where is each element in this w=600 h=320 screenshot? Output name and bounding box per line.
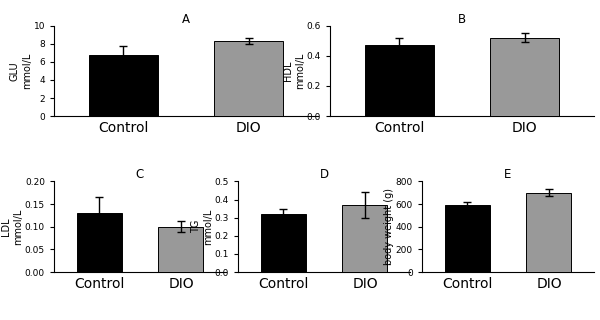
- Title: E: E: [505, 168, 512, 181]
- Bar: [77, 213, 122, 272]
- Title: C: C: [136, 168, 144, 181]
- Title: D: D: [319, 168, 329, 181]
- Bar: [260, 214, 305, 272]
- Y-axis label: HDL
mmol/L: HDL mmol/L: [283, 53, 305, 89]
- Bar: [343, 205, 388, 272]
- Title: B: B: [458, 12, 466, 26]
- Y-axis label: GLU
mmol/L: GLU mmol/L: [10, 53, 32, 89]
- Bar: [158, 227, 203, 272]
- Y-axis label: TG
mmol/L: TG mmol/L: [191, 209, 213, 245]
- Bar: [89, 55, 158, 116]
- Title: A: A: [182, 12, 190, 26]
- Bar: [526, 193, 571, 272]
- Y-axis label: LDL
mmol/L: LDL mmol/L: [1, 209, 23, 245]
- Bar: [214, 41, 283, 116]
- Bar: [490, 38, 559, 116]
- Bar: [365, 45, 434, 116]
- Bar: [445, 204, 490, 272]
- Y-axis label: body weight (g): body weight (g): [385, 188, 394, 265]
